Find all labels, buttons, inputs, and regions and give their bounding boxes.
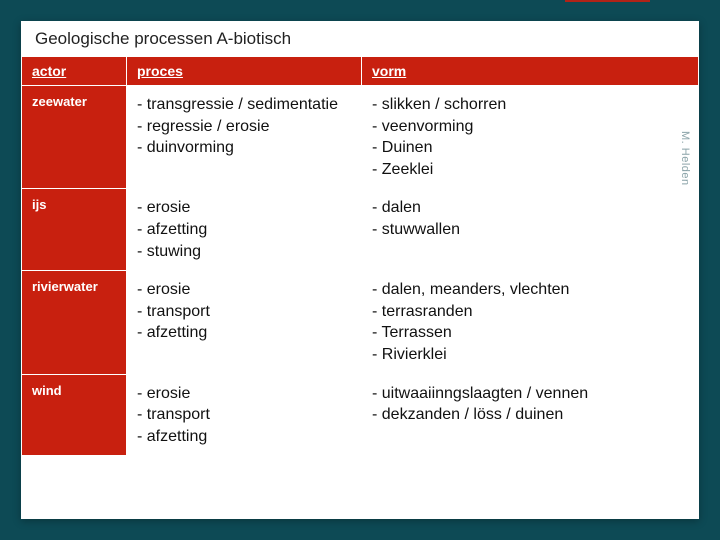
accent-block [565, 0, 650, 2]
table-header-row: actor proces vorm [22, 57, 699, 86]
table-row: zeewater - transgressie / sedimentatie- … [22, 86, 699, 189]
watermark-text: M. Helden [679, 131, 691, 186]
slide-card: Geologische processen A-biotisch actor p… [21, 21, 699, 519]
cell-proces: - transgressie / sedimentatie- regressie… [127, 86, 362, 189]
col-header-actor: actor [22, 57, 127, 86]
cell-actor: wind [22, 374, 127, 456]
cell-vorm: - uitwaaiinngslaagten / vennen- dekzande… [362, 374, 699, 456]
cell-actor: ijs [22, 189, 127, 271]
table-row: wind - erosie- transport- afzetting - ui… [22, 374, 699, 456]
table-row: rivierwater - erosie- transport- afzetti… [22, 271, 699, 374]
cell-proces: - erosie- afzetting- stuwing [127, 189, 362, 271]
col-header-proces: proces [127, 57, 362, 86]
slide-title: Geologische processen A-biotisch [21, 21, 699, 56]
cell-actor: rivierwater [22, 271, 127, 374]
process-table: actor proces vorm zeewater - transgressi… [21, 56, 699, 456]
cell-vorm: - slikken / schorren- veenvorming- Duine… [362, 86, 699, 189]
cell-vorm: - dalen, meanders, vlechten- terrasrande… [362, 271, 699, 374]
cell-actor: zeewater [22, 86, 127, 189]
cell-proces: - erosie- transport- afzetting [127, 271, 362, 374]
cell-vorm: - dalen- stuwwallen [362, 189, 699, 271]
col-header-vorm: vorm [362, 57, 699, 86]
cell-proces: - erosie- transport- afzetting [127, 374, 362, 456]
table-row: ijs - erosie- afzetting- stuwing - dalen… [22, 189, 699, 271]
